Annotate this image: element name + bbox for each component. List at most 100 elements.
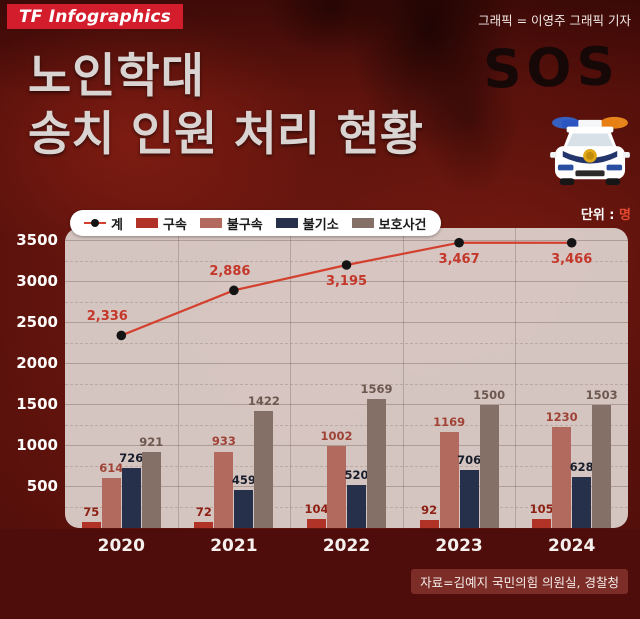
bar-value-label: 520 xyxy=(344,468,369,483)
bar-value-label: 459 xyxy=(231,473,256,488)
line-point-label: 2,886 xyxy=(209,264,251,280)
tf-infographics-logo: TF Infographics xyxy=(7,4,183,29)
bar-불기소-2022 xyxy=(347,485,366,528)
bar-value-label: 933 xyxy=(211,434,236,449)
total-dot-icon xyxy=(91,218,99,227)
legend-item-total: 계 xyxy=(84,214,123,233)
gridline-h xyxy=(65,424,628,426)
line-point-label: 3,195 xyxy=(325,274,368,289)
bar-구속-2022 xyxy=(307,519,326,528)
bar-value-label: 1002 xyxy=(320,428,353,443)
legend-item-bohosageon: 보호사건 xyxy=(351,214,427,233)
bar-value-label: 1500 xyxy=(473,388,506,402)
gridline-h xyxy=(65,383,628,385)
bar-value-label: 1503 xyxy=(585,387,618,402)
gridline-h xyxy=(65,506,628,508)
y-tick-label: 3500 xyxy=(16,231,58,249)
y-tick-label: 2500 xyxy=(16,313,58,331)
bar-불구속-2022 xyxy=(327,445,346,528)
bar-구속-2023 xyxy=(419,520,439,528)
unit-prefix: 단위 : xyxy=(580,208,620,223)
y-tick-label: 500 xyxy=(26,477,58,495)
x-tick-2020: 2020 xyxy=(97,536,145,556)
gridline-h xyxy=(65,342,628,344)
legend-item-bulgusok: 불구속 xyxy=(199,214,263,233)
bar-value-label: 628 xyxy=(569,459,594,474)
bar-value-label: 614 xyxy=(99,460,124,475)
y-axis: 500 1000 1500 2000 2500 3000 3500 xyxy=(0,0,58,619)
bar-value-label: 75 xyxy=(83,504,100,519)
bar-불기소-2020 xyxy=(121,468,141,528)
bar-value-label: 706 xyxy=(457,453,482,468)
bar-구속-2021 xyxy=(194,522,214,528)
legend-label-total: 계 xyxy=(111,217,123,233)
sos-logo: SOS xyxy=(482,36,621,101)
bar-불구속-2023 xyxy=(439,432,459,528)
bar-보호사건-2024 xyxy=(592,404,612,528)
police-car-icon xyxy=(550,116,630,186)
page-title: 노인학대 송치 인원 처리 현황 xyxy=(28,48,423,165)
bar-value-label: 1422 xyxy=(247,394,280,409)
gridline-v xyxy=(177,228,179,528)
bar-value-label: 92 xyxy=(421,503,438,518)
bar-value-label: 1169 xyxy=(433,415,466,430)
y-tick-label: 2000 xyxy=(16,354,58,372)
bar-value-label: 726 xyxy=(119,451,144,466)
y-tick-label: 1000 xyxy=(16,436,58,454)
y-tick-label: 1500 xyxy=(16,395,58,413)
gridline-h xyxy=(65,301,628,303)
legend-label-gusok: 구속 xyxy=(162,217,187,233)
bar-불기소-2023 xyxy=(459,470,479,528)
legend-label-bulgiso: 불기소 xyxy=(302,217,339,233)
bar-value-label: 1230 xyxy=(545,410,578,425)
title-line1: 노인학대 xyxy=(28,49,205,104)
bar-보호사건-2021 xyxy=(254,411,274,528)
bar-구속-2024 xyxy=(532,519,552,528)
bar-value-label: 72 xyxy=(195,505,212,520)
x-tick-2023: 2023 xyxy=(435,536,483,556)
logo-text: TF Infographics xyxy=(19,6,171,27)
legend-label-bohosageon: 보호사건 xyxy=(378,217,427,233)
bar-보호사건-2023 xyxy=(479,405,499,528)
legend-item-gusok: 구속 xyxy=(135,214,187,233)
bohosageon-swatch xyxy=(351,218,374,228)
bar-보호사건-2022 xyxy=(367,399,386,528)
x-tick-2021: 2021 xyxy=(210,536,258,556)
gridline-v xyxy=(515,228,517,528)
bar-불구속-2020 xyxy=(101,477,121,528)
plot-area: 75 614 726 921 72 933 459 1422 104 1002 520 1569 92 1… xyxy=(65,228,628,528)
graphic-credit: 그래픽 = 이영주 그래픽 기자 xyxy=(478,13,631,28)
bar-불구속-2021 xyxy=(214,451,234,528)
total-line xyxy=(116,237,577,341)
bar-불기소-2024 xyxy=(572,476,592,528)
gridline-h xyxy=(65,465,628,467)
unit-value: 명 xyxy=(619,208,631,223)
gridline-h xyxy=(65,322,628,323)
line-point-label: 3,466 xyxy=(551,251,593,267)
x-tick-2022: 2022 xyxy=(322,536,371,556)
gridline-v xyxy=(402,228,404,528)
title-line2: 송치 인원 처리 현황 xyxy=(28,107,424,163)
bulgusok-swatch xyxy=(199,218,222,228)
source-note: 자료=김예지 국민의힘 의원실, 경찰청 xyxy=(411,569,628,594)
gridline-h xyxy=(65,404,628,405)
total-line-swatch xyxy=(84,218,106,227)
x-tick-2024: 2024 xyxy=(548,536,596,556)
gridline-h xyxy=(65,240,628,241)
gridline-v xyxy=(290,228,292,528)
bar-구속-2020 xyxy=(81,521,101,528)
chart-legend: 계 구속 불구속 불기소 보호사건 xyxy=(70,210,441,236)
bar-불구속-2024 xyxy=(552,427,572,528)
gridline-h xyxy=(65,281,628,282)
gusok-swatch xyxy=(135,218,158,228)
legend-item-bulgiso: 불기소 xyxy=(275,214,339,233)
gridline-h xyxy=(65,486,628,487)
line-point-label: 2,336 xyxy=(86,309,128,325)
line-point-label: 3,467 xyxy=(438,251,480,267)
gridline-h xyxy=(65,363,628,364)
unit-label: 단위 : 명 xyxy=(581,204,631,223)
y-tick-label: 3000 xyxy=(16,272,58,290)
bar-불기소-2021 xyxy=(234,490,254,528)
gridline-h xyxy=(65,445,628,446)
legend-label-bulgusok: 불구속 xyxy=(226,217,263,233)
